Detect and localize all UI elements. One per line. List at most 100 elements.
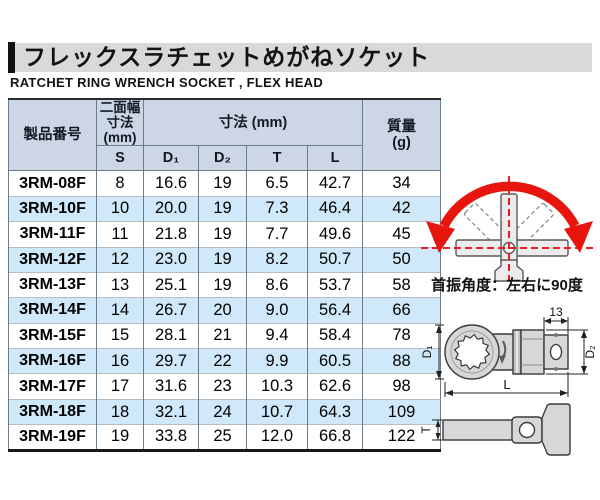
cell-value: 20	[198, 297, 247, 324]
cell-value: 58	[362, 271, 442, 298]
drive-body	[520, 329, 545, 375]
cell-value: 28.1	[143, 322, 199, 349]
col-header-s: S	[96, 145, 144, 172]
cell-product-no: 3RM-14F	[8, 297, 97, 324]
cell-value: 19	[96, 424, 144, 451]
cell-value: 24	[198, 398, 247, 425]
cell-value: 20.0	[143, 195, 199, 222]
cell-value: 42	[362, 195, 442, 222]
cell-value: 25	[198, 424, 247, 451]
crosshair-lines	[421, 176, 595, 283]
dimension-arrowheads-t	[435, 420, 441, 440]
spec-table-header: 製品番号 二面幅 寸法 (mm) 寸法 (mm) 質量 (g) S D₁ D₂ …	[8, 98, 442, 172]
cell-product-no: 3RM-15F	[8, 322, 97, 349]
cell-value: 14	[96, 297, 144, 324]
cell-value: 60.5	[306, 348, 364, 374]
table-row: 3RM-11F 11 21.8 19 7.7 49.6 45	[8, 221, 442, 247]
cell-value: 15	[96, 322, 144, 349]
table-row: 3RM-15F 15 28.1 21 9.4 58.4 78	[8, 322, 442, 349]
cell-value: 22	[198, 348, 247, 374]
cell-value: 9.4	[246, 322, 308, 349]
cell-value: 31.6	[143, 373, 199, 400]
arc-arrowhead-left	[426, 221, 455, 253]
swing-arc	[439, 181, 580, 229]
cell-value: 7.7	[246, 221, 308, 247]
cell-value: 34	[362, 170, 442, 197]
arc-arrowhead-right	[564, 221, 593, 253]
cell-value: 8.2	[246, 246, 308, 273]
swing-angle-caption: 首振角度：左右に90度	[431, 277, 583, 294]
col-header-width-across-flats: 二面幅 寸法 (mm)	[96, 98, 144, 147]
cell-value: 122	[362, 424, 442, 451]
cell-value: 11	[96, 221, 144, 247]
cell-value: 21.8	[143, 221, 199, 247]
table-row: 3RM-19F 19 33.8 25 12.0 66.8 122	[8, 424, 442, 451]
table-row: 3RM-16F 16 29.7 22 9.9 60.5 88	[8, 348, 442, 374]
title-accent-bar	[8, 42, 15, 73]
diagram-panel: D₁ 13 D₂ L T	[419, 176, 597, 456]
cell-value: 33.8	[143, 424, 199, 451]
cell-product-no: 3RM-12F	[8, 246, 97, 273]
detent-bottom	[554, 367, 558, 371]
cell-value: 45	[362, 221, 442, 247]
cell-value: 42.7	[306, 170, 364, 197]
twelve-point-spline	[453, 333, 491, 371]
cell-value: 8	[96, 170, 144, 197]
cell-value: 50	[362, 246, 442, 273]
cell-value: 12.0	[246, 424, 308, 451]
table-row: 3RM-18F 18 32.1 24 10.7 64.3 109	[8, 398, 442, 425]
pin-hole	[549, 343, 563, 361]
spec-table-body: 3RM-08F 8 16.6 19 6.5 42.7 34 3RM-10F 10 20.0 19 7.…	[8, 170, 442, 451]
cell-value: 19	[198, 195, 247, 222]
swing-angle-diagram	[421, 176, 595, 283]
cell-value: 19	[198, 170, 247, 197]
col-header-product-no: 製品番号	[8, 98, 97, 172]
cell-product-no: 3RM-10F	[8, 195, 97, 222]
cell-value: 50.7	[306, 246, 364, 273]
table-row: 3RM-08F 8 16.6 19 6.5 42.7 34	[8, 170, 442, 197]
cell-product-no: 3RM-08F	[8, 170, 97, 197]
cell-value: 66	[362, 297, 442, 324]
cell-value: 53.7	[306, 271, 364, 298]
cell-value: 9.0	[246, 297, 308, 324]
dimension-arrowheads	[436, 318, 587, 396]
dim-label-d2: D₂	[583, 345, 597, 359]
col-header-dimensions: 寸法 (mm)	[142, 98, 364, 147]
cell-value: 23	[198, 373, 247, 400]
page-subtitle: RATCHET RING WRENCH SOCKET , FLEX HEAD	[10, 75, 324, 90]
cell-value: 12	[96, 246, 144, 273]
cell-value: 66.8	[306, 424, 364, 451]
spec-table: 製品番号 二面幅 寸法 (mm) 寸法 (mm) 質量 (g) S D₁ D₂ …	[8, 98, 442, 452]
page-title: フレックスラチェットめがねソケット	[23, 44, 431, 70]
cell-value: 17	[96, 373, 144, 400]
cell-value: 19	[198, 246, 247, 273]
wrench-silhouette	[455, 193, 569, 282]
cell-value: 8.6	[246, 271, 308, 298]
cell-product-no: 3RM-11F	[8, 221, 97, 247]
col-header-mass: 質量 (g)	[362, 98, 442, 172]
cell-value: 46.4	[306, 195, 364, 222]
cell-value: 10.3	[246, 373, 308, 400]
cell-value: 19	[198, 221, 247, 247]
cell-value: 78	[362, 322, 442, 349]
cell-value: 98	[362, 373, 442, 400]
col-header-d2: D₂	[198, 145, 247, 172]
cell-value: 16	[96, 348, 144, 374]
cell-product-no: 3RM-16F	[8, 348, 97, 374]
cell-value: 6.5	[246, 170, 308, 197]
table-row: 3RM-14F 14 26.7 20 9.0 56.4 66	[8, 297, 442, 324]
cell-product-no: 3RM-17F	[8, 373, 97, 400]
cell-value: 18	[96, 398, 144, 425]
cell-value: 16.6	[143, 170, 199, 197]
cell-value: 26.7	[143, 297, 199, 324]
cell-value: 49.6	[306, 221, 364, 247]
cell-value: 58.4	[306, 322, 364, 349]
dim-label-13: 13	[549, 305, 563, 319]
cell-product-no: 3RM-13F	[8, 271, 97, 298]
cell-value: 109	[362, 398, 442, 425]
table-row: 3RM-17F 17 31.6 23 10.3 62.6 98	[8, 373, 442, 400]
cell-value: 29.7	[143, 348, 199, 374]
rotation-arrow-tip	[499, 355, 506, 364]
cell-value: 62.6	[306, 373, 364, 400]
col-header-d1: D₁	[143, 145, 199, 172]
